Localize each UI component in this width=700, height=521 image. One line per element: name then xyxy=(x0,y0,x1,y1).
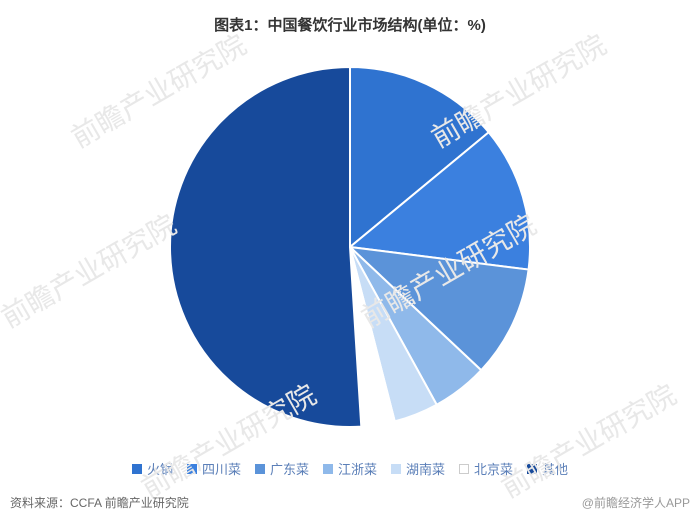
chart-title: 图表1：中国餐饮行业市场结构(单位：%) xyxy=(0,0,700,35)
legend-swatch-5 xyxy=(459,464,469,474)
legend-swatch-4 xyxy=(391,464,401,474)
legend-item-2: 广东菜 xyxy=(255,459,309,478)
legend-item-0: 火锅 xyxy=(132,459,173,478)
legend-item-4: 湖南菜 xyxy=(391,459,445,478)
legend: 火锅 四川菜 广东菜 江浙菜 湖南菜 北京菜 其他 xyxy=(0,459,700,478)
legend-item-3: 江浙菜 xyxy=(323,459,377,478)
legend-item-5: 北京菜 xyxy=(459,459,513,478)
legend-label-0: 火锅 xyxy=(147,459,173,478)
legend-label-1: 四川菜 xyxy=(202,459,241,478)
legend-swatch-1 xyxy=(187,464,197,474)
attribution-text: @前瞻经济学人APP xyxy=(582,494,690,511)
legend-swatch-6 xyxy=(527,464,537,474)
legend-label-2: 广东菜 xyxy=(270,459,309,478)
legend-item-6: 其他 xyxy=(527,459,568,478)
legend-item-1: 四川菜 xyxy=(187,459,241,478)
pie-slice-6 xyxy=(170,67,361,427)
pie-chart-container xyxy=(0,57,700,437)
legend-label-4: 湖南菜 xyxy=(406,459,445,478)
legend-swatch-3 xyxy=(323,464,333,474)
source-text: 资料来源：CCFA 前瞻产业研究院 xyxy=(10,494,189,511)
legend-swatch-0 xyxy=(132,464,142,474)
legend-swatch-2 xyxy=(255,464,265,474)
pie-chart xyxy=(160,57,540,437)
legend-label-5: 北京菜 xyxy=(474,459,513,478)
legend-label-3: 江浙菜 xyxy=(338,459,377,478)
legend-label-6: 其他 xyxy=(542,459,568,478)
footer: 资料来源：CCFA 前瞻产业研究院 @前瞻经济学人APP xyxy=(10,494,690,511)
